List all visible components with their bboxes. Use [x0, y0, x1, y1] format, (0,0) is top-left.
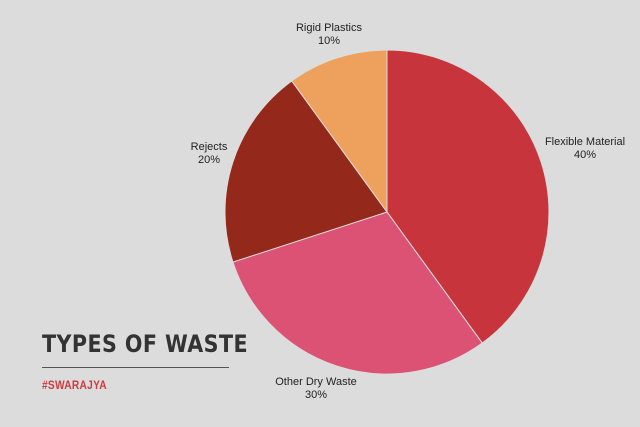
slice-percent: 10%	[317, 35, 341, 47]
slice-name: Rigid Plastics	[295, 22, 363, 34]
slice-percent: 40%	[573, 149, 597, 161]
chart-title: TYPES OF WASTE	[42, 330, 249, 358]
slice-name: Other Dry Waste	[275, 376, 357, 388]
slice-label-rejects: Rejects 20%	[191, 141, 228, 167]
pie-slice-rigid-plastics	[291, 49, 388, 214]
slice-percent: 30%	[304, 389, 328, 401]
slice-label-rigid-plastics: Rigid Plastics 10%	[296, 22, 362, 48]
pie-slice-other-dry-waste	[232, 211, 483, 375]
title-divider	[42, 367, 229, 368]
pie-slice-flexible-material	[386, 49, 550, 344]
pie-slice-rejects	[224, 80, 388, 263]
slice-label-other-dry-waste: Other Dry Waste 30%	[275, 376, 357, 402]
slice-name: Rejects	[190, 141, 228, 153]
slice-percent: 20%	[197, 154, 221, 166]
slice-label-flexible-material: Flexible Material 40%	[545, 136, 625, 162]
brand-hashtag: #SWARAJYA	[42, 378, 107, 392]
slice-name: Flexible Material	[544, 136, 626, 148]
